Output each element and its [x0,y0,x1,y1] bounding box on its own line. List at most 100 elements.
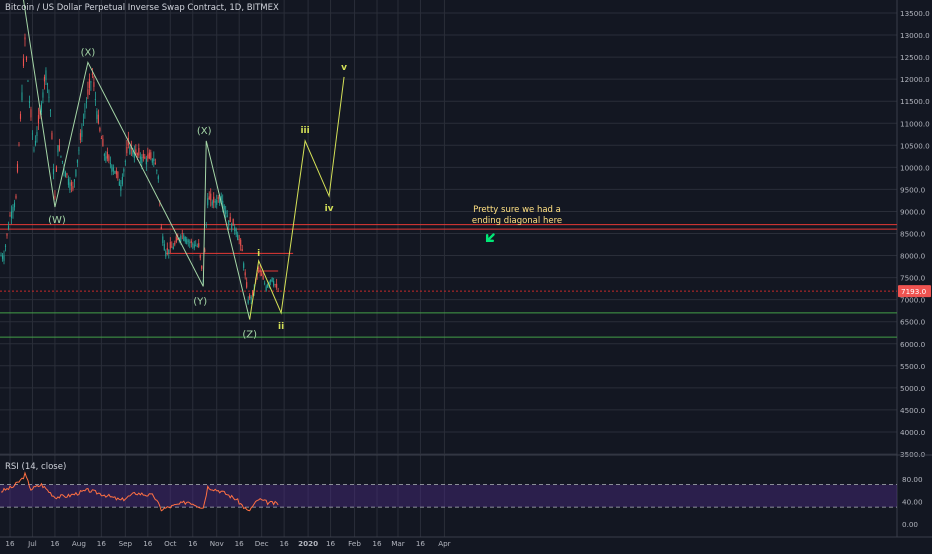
candle-body [144,156,146,159]
y-tick-label: 9500.0 [900,185,926,194]
candle-body [93,82,95,87]
annotation-text: Pretty sure we had a [473,205,561,215]
candle-body [258,268,260,269]
candle-body [256,272,258,276]
candle-body [180,235,182,242]
x-tick-label: 2020 [298,539,318,548]
price-badge [898,285,931,298]
candle-body [276,283,278,288]
candle-body [73,179,75,182]
candle-body [87,89,89,95]
y-tick-label: 11500.0 [900,97,930,106]
candle-body [237,234,239,241]
candle-body [223,205,225,210]
wave-label: (Z) [242,329,257,340]
candle-body [271,277,273,282]
y-tick-label: 10000.0 [900,163,930,172]
candle-body [238,239,240,241]
candle-body [78,149,80,151]
candle-body [105,156,107,161]
wave-label: (Y) [193,296,207,307]
candle-body [129,147,131,154]
candle-body [90,81,92,83]
y-tick-label: 5000.0 [900,384,926,393]
y-tick-label: 7000.0 [900,296,926,305]
candle-body [231,223,233,231]
candle-body [52,168,54,175]
annotation-arrow-icon [485,233,495,243]
candle-body [166,248,168,251]
candle-body [171,246,173,248]
candle-body [28,101,31,103]
candle-body [211,201,213,206]
candle-body [213,196,215,203]
candle-body [198,243,200,247]
candle-body [135,149,137,155]
candle-body [84,110,86,112]
candle-body [60,155,62,157]
candle-body [21,92,23,101]
candle-body [18,144,20,146]
candle-body [195,245,197,247]
candle-body [196,245,198,247]
x-tick-label: 16 [235,539,245,548]
candle-body [46,83,48,85]
candle-body [201,265,203,269]
candle-body [57,145,59,153]
candle-body [148,152,150,159]
arrow-shape [485,233,495,243]
candle-body [229,216,231,223]
candle-body [7,225,10,230]
candle-body [118,181,120,186]
candle-body [156,170,158,172]
candle-body [136,153,138,155]
rsi-tick-label: 80.00 [902,475,923,484]
candle-body [37,115,40,124]
candle-body [183,235,185,241]
candle-body [64,171,66,178]
projection-line [249,76,345,320]
y-tick-label: 12000.0 [900,75,930,84]
candle-body [252,290,254,296]
candle-body [241,249,243,252]
candle-body [43,76,46,82]
candle-body [232,218,234,226]
candle-body [214,201,216,203]
candle-body [133,152,135,158]
candle-body [88,78,90,88]
candle-body [151,158,153,163]
candle-body [226,215,228,217]
y-tick-label: 5500.0 [900,362,926,371]
candle-body [250,296,252,300]
candle-body [9,215,11,216]
candle-body [48,96,50,98]
projection-label: iii [300,126,309,136]
candle-body [1,255,4,259]
candle-body [207,198,209,206]
candle-body [33,149,35,151]
candle-body [168,249,170,254]
candle-body [108,155,110,161]
candle-body [147,154,149,159]
candle-body [142,153,144,158]
candle-body [34,140,37,146]
x-tick-label: Feb [348,539,361,548]
candle-body [39,110,41,115]
wave-line [23,0,251,320]
candle-body [36,132,38,137]
candle-body [114,170,116,174]
candle-body [181,233,183,234]
projection-label: iv [325,204,334,214]
candle-body [244,272,246,276]
x-tick-label: 16 [188,539,198,548]
rsi-band [0,484,897,508]
wave-label: (W) [48,215,66,226]
y-tick-label: 8000.0 [900,252,926,261]
candle-body [145,158,147,165]
candle-body [79,133,81,141]
candle-body [265,286,267,291]
x-tick-label: Nov [210,539,225,548]
candle-body [246,282,248,288]
candle-body [27,80,29,82]
